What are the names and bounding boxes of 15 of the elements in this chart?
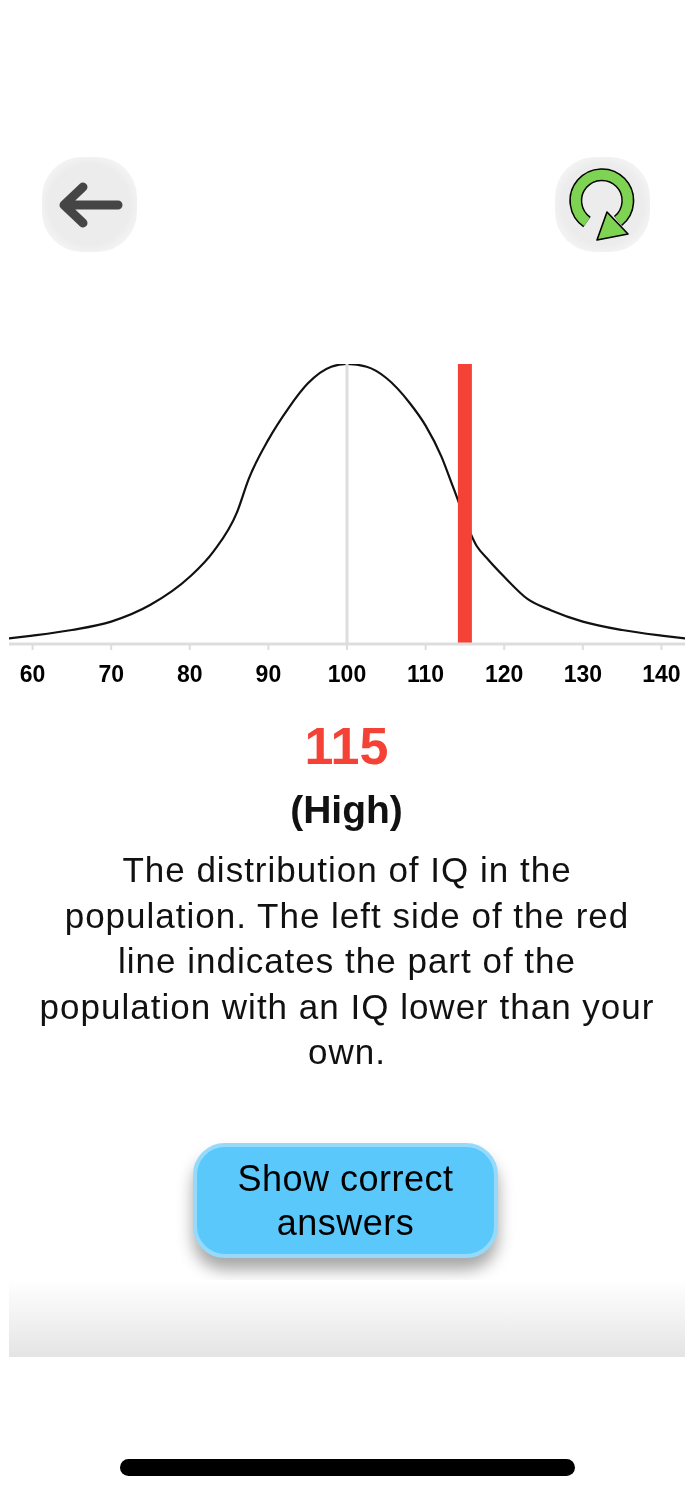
x-tick-label: 130 [563, 661, 602, 688]
refresh-button[interactable] [555, 157, 650, 252]
x-tick-label: 80 [176, 661, 203, 688]
rounded-button[interactable]: Show correct answers [193, 1143, 498, 1258]
x-tick-label: 70 [98, 661, 124, 688]
x-tick-label: 60 [19, 661, 46, 688]
text: (High) [289, 788, 404, 832]
text: The distribution of IQ in the population. The left side of the red line indicates the part of the population with an IQ lower than your own. [38, 849, 656, 1073]
x-tick-label: 110 [407, 661, 445, 688]
x-tick-label: 140 [642, 661, 681, 688]
text: 115 [303, 717, 390, 775]
back-button[interactable] [42, 157, 137, 252]
x-tick-label: 100 [327, 661, 367, 688]
x-tick-label: 90 [255, 661, 282, 688]
x-tick-label: 120 [485, 661, 524, 688]
